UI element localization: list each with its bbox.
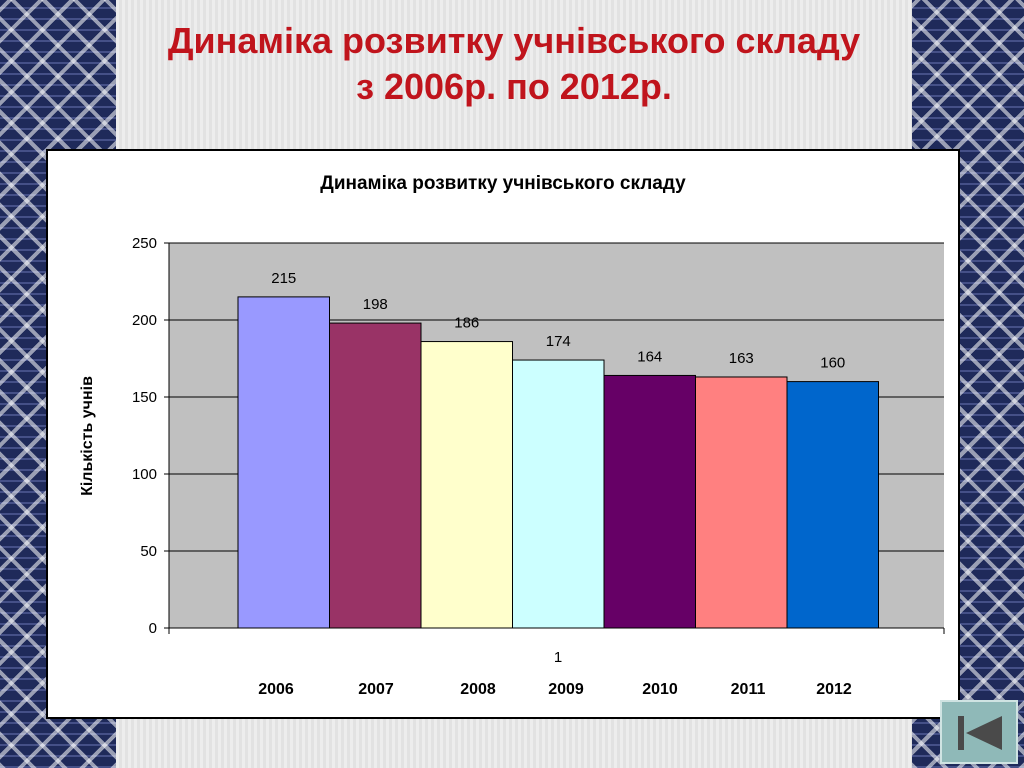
slide-title: Динаміка розвитку учнівського складу з 2… [116, 18, 912, 110]
y-tick-label: 0 [149, 620, 157, 637]
data-label: 164 [637, 348, 662, 365]
y-tick-label: 100 [132, 466, 157, 483]
data-label: 160 [820, 355, 845, 372]
bars [237, 296, 879, 629]
data-label: 186 [454, 315, 479, 332]
bar [420, 341, 513, 629]
legend-entry: 2007 [358, 681, 394, 698]
bar [512, 359, 605, 629]
bar [603, 374, 696, 629]
bar [786, 381, 879, 629]
data-label: 163 [729, 350, 754, 367]
bar-chart: Динаміка розвитку учнівського складу 0 50… [79, 173, 945, 698]
y-tick-label: 250 [132, 235, 157, 252]
y-tick-label: 200 [132, 312, 157, 329]
legend-entry: 2012 [816, 681, 852, 698]
slide-title-line2: з 2006р. по 2012р. [356, 66, 672, 107]
slide-title-line1: Динаміка розвитку учнівського складу [167, 20, 861, 61]
skip-back-icon [958, 716, 1002, 750]
legend-entry: 2008 [460, 681, 496, 698]
y-axis-label: Кількість учнів [79, 376, 96, 496]
chart-title: Динаміка розвитку учнівського складу [320, 173, 686, 194]
back-button[interactable] [940, 700, 1018, 764]
legend-entry: 2009 [548, 681, 584, 698]
y-tick-label: 50 [140, 543, 157, 560]
y-tick-label: 150 [132, 389, 157, 406]
data-labels: 215 198 186 174 164 163 160 [271, 270, 845, 372]
chart-container: Динаміка розвитку учнівського складу 0 50… [46, 149, 960, 719]
legend: 2006 2007 2008 2009 2010 2011 2012 [258, 681, 852, 698]
bar [695, 376, 788, 629]
bar [329, 322, 422, 629]
category-tick-label: 1 [554, 649, 562, 666]
legend-entry: 2006 [258, 681, 294, 698]
legend-entry: 2010 [642, 681, 678, 698]
data-label: 215 [271, 270, 296, 287]
legend-entry: 2011 [731, 681, 766, 698]
data-label: 174 [546, 333, 571, 350]
y-axis-ticks: 0 50 100 150 200 250 [132, 235, 945, 637]
data-label: 198 [363, 296, 388, 313]
bar [237, 296, 330, 629]
